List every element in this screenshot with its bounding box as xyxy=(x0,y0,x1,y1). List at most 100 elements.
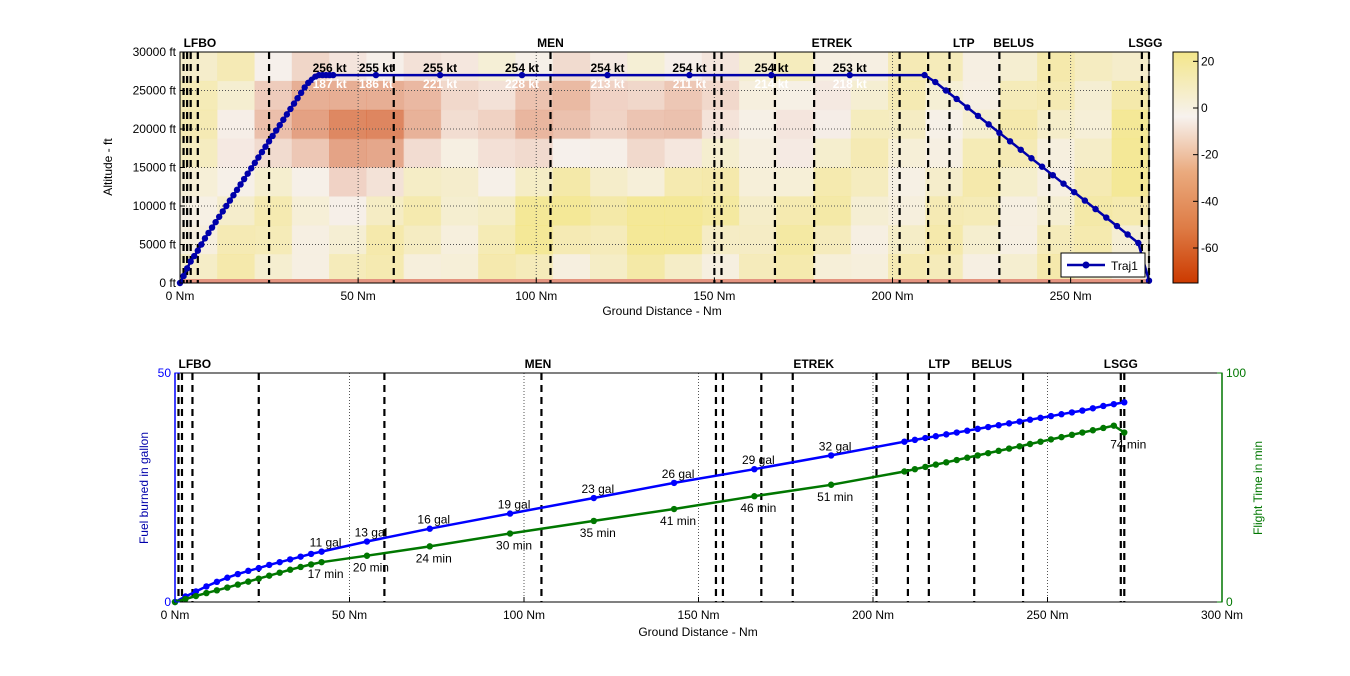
time-data-label: 35 min xyxy=(580,526,616,540)
top-y-tick-label: 5000 ft xyxy=(139,238,176,252)
time-point xyxy=(751,493,758,500)
heatmap-cell xyxy=(813,225,852,255)
fuel-point xyxy=(932,433,940,440)
heatmap-cell xyxy=(180,196,218,226)
fuel-time-series xyxy=(171,399,1128,606)
trajectory-point xyxy=(290,100,298,107)
bottom-waypoint-labels: LFBO MEN ETREK LTP BELUS LSGG xyxy=(178,357,1137,371)
heatmap-cell xyxy=(254,225,293,255)
bottom-waypoint-label-belus: BELUS xyxy=(971,357,1012,371)
heatmap-cell xyxy=(925,80,964,111)
time-point xyxy=(182,595,189,603)
top-y-tick-label: 0 ft xyxy=(159,276,176,290)
heatmap-cell xyxy=(552,52,591,82)
legend-marker-sample xyxy=(1082,261,1090,269)
heatmap-cell xyxy=(999,52,1038,82)
heatmap-cell xyxy=(180,109,218,140)
heatmap-cell xyxy=(403,196,442,226)
heatmap-cell xyxy=(627,80,666,111)
heatmap-cell xyxy=(403,254,442,284)
time-point xyxy=(255,575,262,582)
bottom-x-ticks: 0 Nm 50 Nm 100 Nm 150 Nm 200 Nm 250 Nm 300 Nm xyxy=(161,597,1243,622)
heatmap-cell xyxy=(776,109,815,140)
heatmap-cell xyxy=(366,109,405,140)
heatmap-cell xyxy=(664,80,703,111)
time-data-label: 51 min xyxy=(817,490,853,504)
top-x-tick-label: 250 Nm xyxy=(1050,289,1092,303)
fuel-axis-label: Fuel burned in gallon xyxy=(137,432,151,544)
heatmap-cell xyxy=(813,254,852,284)
heatmap-cell xyxy=(440,80,479,111)
time-point xyxy=(224,584,231,591)
bottom-waypoint-label-etrek: ETREK xyxy=(793,357,834,371)
heatmap-cell xyxy=(850,225,889,255)
heatmap-cell xyxy=(888,52,926,82)
time-point xyxy=(943,459,950,466)
time-point xyxy=(984,449,992,457)
time-point xyxy=(426,543,433,550)
time-point xyxy=(1110,422,1118,429)
fuel-point xyxy=(1016,418,1023,425)
time-point xyxy=(1016,443,1023,450)
heatmap-cell xyxy=(739,80,777,111)
true-airspeed-label: 254 kt xyxy=(590,61,624,75)
trajectory-series xyxy=(176,71,1153,287)
heatmap-cell xyxy=(329,80,367,111)
heatmap-cell xyxy=(552,254,591,284)
heatmap-cell xyxy=(1111,138,1150,169)
trajectory-point xyxy=(686,71,693,79)
heatmap-cell xyxy=(403,138,442,169)
time-point xyxy=(1068,431,1076,439)
heatmap-cell xyxy=(1037,167,1076,197)
trajectory-point xyxy=(248,165,255,172)
trajectory-point xyxy=(215,213,223,220)
top-waypoint-labels: LFBO MEN ETREK LTP BELUS LSGG xyxy=(184,36,1163,50)
time-point xyxy=(911,465,919,473)
heatmap-cell xyxy=(329,167,367,197)
heatmap-cell xyxy=(254,254,293,284)
trajectory-point xyxy=(283,111,291,118)
time-point xyxy=(203,589,210,597)
bottom-y-ticks: 0 50 0 100 xyxy=(158,366,1247,609)
heatmap-cell xyxy=(776,196,815,226)
fuel-point xyxy=(1089,405,1097,412)
trajectory-point xyxy=(240,175,248,183)
heatmap-cell xyxy=(254,80,293,111)
heatmap-cell xyxy=(291,109,330,140)
heatmap-cell xyxy=(1111,109,1150,140)
heatmap-cell xyxy=(627,138,666,169)
heatmap-cell xyxy=(627,167,666,197)
bottom-waypoint-lines xyxy=(177,373,1126,602)
heatmap-cell xyxy=(217,109,256,140)
legend: Traj1 xyxy=(1060,252,1146,278)
heatmap-cell xyxy=(1037,138,1076,169)
heatmap-cell xyxy=(440,196,479,226)
heatmap-cell xyxy=(664,196,703,226)
heatmap-cell xyxy=(217,80,256,111)
heatmap-cell xyxy=(776,167,815,197)
fuel-data-label: 11 gal xyxy=(310,536,342,550)
time-point xyxy=(901,468,908,475)
heatmap-cell xyxy=(440,138,479,169)
top-y-ticks: 0 ft 5000 ft 10000 ft 15000 ft 20000 ft 25000… xyxy=(133,45,185,290)
trajectory-point xyxy=(212,218,219,226)
fuel-point xyxy=(974,425,981,433)
heatmap-cell xyxy=(962,254,1001,284)
top-y-axis-label: Altitude - ft xyxy=(101,138,115,196)
trajectory-point xyxy=(1006,138,1014,145)
fuel-point xyxy=(1121,399,1128,406)
trajectory-point xyxy=(180,272,187,280)
fuel-point xyxy=(255,564,262,572)
colorbar-tick-label: -40 xyxy=(1201,194,1219,208)
top-waypoint-label-etrek: ETREK xyxy=(812,36,853,50)
time-point xyxy=(590,517,597,525)
time-point xyxy=(307,561,315,568)
heatmap-cell xyxy=(776,52,815,82)
heatmap-cell xyxy=(999,167,1038,197)
trajectory-point xyxy=(237,181,244,188)
heatmap-cell xyxy=(925,254,964,284)
heatmap-cell xyxy=(403,225,442,255)
fuel-point xyxy=(984,423,992,431)
heatmap-cell xyxy=(1074,80,1113,111)
trajectory-point xyxy=(219,208,226,215)
